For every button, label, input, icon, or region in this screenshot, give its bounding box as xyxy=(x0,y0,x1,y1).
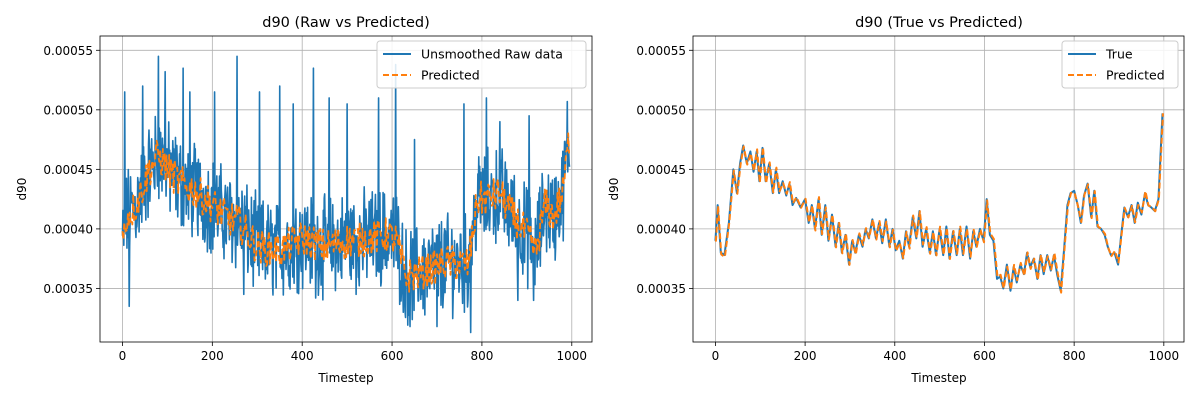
x-axis-label: Timestep xyxy=(317,371,373,385)
legend-label-predicted: Predicted xyxy=(421,68,480,83)
axes-frame xyxy=(99,35,593,343)
y-axis-label: d90 xyxy=(607,178,621,201)
x-tick-label: 600 xyxy=(381,349,404,363)
legend: True Predicted xyxy=(1061,40,1179,89)
y-axis-ticks: 0.00035 0.00040 0.00045 0.00050 0.00055 xyxy=(636,44,693,296)
y-axis-label: d90 xyxy=(15,178,29,201)
y-tick-label: 0.00040 xyxy=(43,222,93,236)
plot-area xyxy=(121,55,571,334)
x-axis-ticks: 0 200 400 600 800 1000 xyxy=(119,342,587,363)
x-tick-label: 400 xyxy=(291,349,314,363)
chart-title: d90 (Raw vs Predicted) xyxy=(262,15,430,31)
y-tick-label: 0.00050 xyxy=(43,103,93,117)
chart-true-vs-predicted: d90 (True vs Predicted) 0 200 400 600 800 100… xyxy=(607,15,1185,385)
x-tick-label: 1000 xyxy=(557,349,588,363)
x-tick-label: 1000 xyxy=(1149,349,1180,363)
y-tick-label: 0.00045 xyxy=(636,163,686,177)
y-tick-label: 0.00035 xyxy=(636,282,686,296)
y-tick-label: 0.00055 xyxy=(43,44,93,58)
x-axis-label: Timestep xyxy=(910,371,966,385)
series-line-raw xyxy=(121,55,571,334)
x-tick-label: 200 xyxy=(201,349,224,363)
chart-raw-vs-predicted: d90 (Raw vs Predicted) 0 200 400 600 800 1000… xyxy=(15,15,593,385)
x-tick-label: 800 xyxy=(1063,349,1086,363)
y-tick-label: 0.00045 xyxy=(43,163,93,177)
legend-label-true: True xyxy=(1105,47,1133,62)
y-tick-label: 0.00040 xyxy=(636,222,686,236)
plot-area xyxy=(714,113,1164,294)
legend-box xyxy=(1061,40,1179,89)
y-tick-label: 0.00035 xyxy=(43,282,93,296)
x-tick-label: 400 xyxy=(883,349,906,363)
y-tick-label: 0.00055 xyxy=(636,44,686,58)
legend-label-raw: Unsmoothed Raw data xyxy=(421,47,563,62)
series-line-predicted xyxy=(121,132,570,293)
legend-box xyxy=(376,40,587,89)
x-tick-label: 600 xyxy=(973,349,996,363)
legend-label-predicted: Predicted xyxy=(1106,68,1165,83)
x-tick-label: 800 xyxy=(470,349,493,363)
y-axis-ticks: 0.00035 0.00040 0.00045 0.00050 0.00055 xyxy=(43,44,100,296)
x-tick-label: 0 xyxy=(712,349,720,363)
x-axis-ticks: 0 200 400 600 800 1000 xyxy=(712,342,1179,363)
y-tick-label: 0.00050 xyxy=(636,103,686,117)
x-tick-label: 200 xyxy=(794,349,817,363)
series-line-predicted xyxy=(714,113,1164,294)
chart-title: d90 (True vs Predicted) xyxy=(855,15,1023,31)
x-tick-label: 0 xyxy=(119,349,127,363)
axes-frame xyxy=(692,35,1185,343)
legend: Unsmoothed Raw data Predicted xyxy=(376,40,587,89)
